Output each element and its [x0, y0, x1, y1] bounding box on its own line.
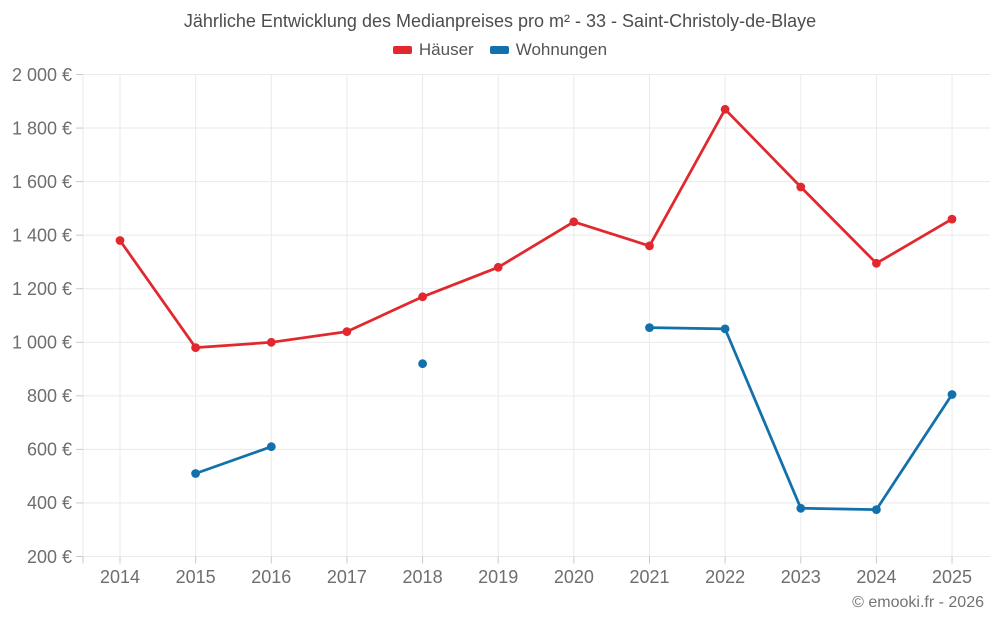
y-axis-tick-label: 1 400 €	[12, 225, 72, 245]
x-axis-tick-label: 2017	[327, 567, 367, 587]
data-point[interactable]	[796, 182, 806, 192]
data-point[interactable]	[947, 390, 957, 399]
x-axis-tick-label: 2015	[176, 567, 216, 587]
data-point[interactable]	[872, 258, 881, 268]
data-point[interactable]	[493, 262, 503, 272]
data-point[interactable]	[872, 505, 881, 514]
axis-ticks	[76, 74, 953, 564]
y-axis-tick-label: 400 €	[27, 493, 72, 513]
chart-legend: Häuser Wohnungen	[0, 40, 1000, 60]
data-point[interactable]	[191, 343, 201, 352]
data-point[interactable]	[720, 104, 730, 114]
y-axis-tick-label: 1 800 €	[12, 118, 72, 138]
data-point[interactable]	[645, 241, 654, 251]
series-häuser	[115, 104, 957, 352]
copyright-footer: © emooki.fr - 2026	[852, 594, 984, 611]
x-axis-tick-label: 2024	[856, 567, 896, 587]
data-point[interactable]	[266, 337, 276, 347]
wohnungen-swatch-icon	[489, 46, 509, 54]
data-point[interactable]	[418, 292, 427, 302]
y-axis-tick-label: 600 €	[27, 440, 72, 460]
haeuser-swatch-icon	[392, 46, 412, 54]
x-axis-tick-label: 2019	[478, 567, 518, 587]
y-axis-tick-label: 1 200 €	[12, 279, 72, 299]
x-axis-tick-label: 2022	[705, 567, 745, 587]
y-axis-tick-label: 200 €	[27, 547, 72, 567]
series-wohnungen	[191, 323, 957, 514]
y-axis-tick-label: 2 000 €	[12, 65, 72, 85]
data-point[interactable]	[796, 503, 806, 513]
legend-item-wohnungen[interactable]: Wohnungen	[489, 40, 608, 60]
x-axis-tick-label: 2016	[251, 567, 291, 587]
x-axis-tick-label: 2021	[629, 567, 669, 587]
data-point[interactable]	[191, 469, 201, 478]
data-point[interactable]	[569, 217, 579, 227]
gridlines	[82, 74, 990, 557]
data-point[interactable]	[720, 324, 730, 334]
chart-title: Jährliche Entwicklung des Medianpreises …	[183, 11, 817, 31]
x-axis-tick-label: 2018	[403, 567, 443, 587]
data-point[interactable]	[418, 359, 427, 369]
legend-label-wohnungen: Wohnungen	[515, 40, 608, 59]
data-point[interactable]	[645, 323, 654, 332]
data-point[interactable]	[266, 442, 276, 452]
y-axis-tick-label: 800 €	[27, 386, 72, 406]
legend-item-haeuser[interactable]: Häuser	[392, 40, 474, 60]
x-axis-tick-label: 2023	[781, 567, 821, 587]
x-axis-tick-label: 2014	[100, 567, 140, 587]
y-axis-tick-label: 1 600 €	[12, 172, 72, 192]
data-point[interactable]	[115, 236, 125, 245]
y-axis-tick-label: 1 000 €	[12, 333, 72, 353]
legend-label-haeuser: Häuser	[418, 40, 474, 59]
x-axis-tick-label: 2025	[932, 567, 972, 587]
data-point[interactable]	[947, 214, 957, 224]
data-point[interactable]	[342, 327, 352, 336]
axis-labels: 200 € 400 € 600 € 800 € 1 000 € 1 200 € 1 400 …	[12, 65, 972, 587]
x-axis-tick-label: 2020	[554, 567, 594, 587]
